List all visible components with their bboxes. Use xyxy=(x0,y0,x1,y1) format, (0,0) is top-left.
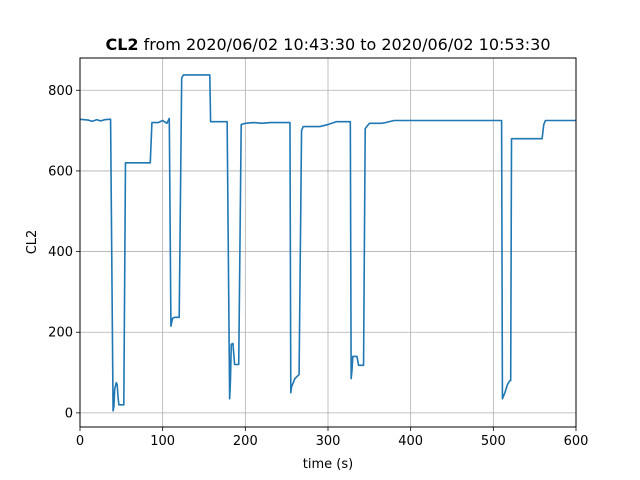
y-tick-label: 600 xyxy=(48,164,73,179)
y-tick-label: 200 xyxy=(48,326,73,341)
x-tick-label: 400 xyxy=(398,434,423,449)
x-tick-label: 500 xyxy=(481,434,506,449)
y-axis-label: CL2 xyxy=(25,230,40,255)
x-tick-label: 600 xyxy=(564,434,589,449)
x-tick-label: 300 xyxy=(316,434,341,449)
chart-title: CL2 from 2020/06/02 10:43:30 to 2020/06/… xyxy=(105,35,550,54)
x-axis-ticks: 0 100 200 300 400 500 600 xyxy=(76,427,589,449)
y-axis-ticks: 0 200 400 600 800 xyxy=(48,84,80,421)
x-tick-label: 200 xyxy=(233,434,258,449)
plot-area xyxy=(79,74,576,412)
series-line xyxy=(79,74,576,412)
y-tick-label: 800 xyxy=(48,84,73,99)
x-tick-label: 100 xyxy=(150,434,175,449)
chart-title-bold: CL2 xyxy=(105,35,138,54)
x-axis-label: time (s) xyxy=(303,457,353,472)
x-tick-label: 0 xyxy=(76,434,84,449)
chart-title-rest: from 2020/06/02 10:43:30 to 2020/06/02 1… xyxy=(139,35,551,54)
grid xyxy=(79,58,577,427)
y-tick-label: 0 xyxy=(65,406,73,421)
y-tick-label: 400 xyxy=(48,245,73,260)
